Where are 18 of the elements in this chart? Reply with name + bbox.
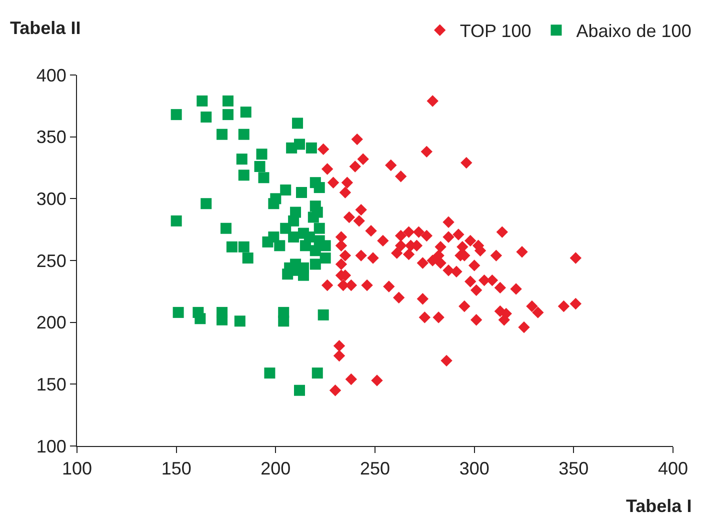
y-tick-label: 100 bbox=[36, 436, 66, 456]
y-tick-label: 400 bbox=[36, 65, 66, 86]
y-tick-label: 350 bbox=[36, 127, 66, 148]
x-tick-label: 100 bbox=[62, 458, 92, 479]
y-tick-label: 150 bbox=[36, 374, 66, 394]
legend-label: Abaixo de 100 bbox=[576, 21, 692, 42]
y-tick-label: 250 bbox=[36, 250, 66, 271]
x-tick-label: 300 bbox=[459, 458, 490, 479]
x-tick-label: 150 bbox=[161, 458, 192, 479]
legend-label: TOP 100 bbox=[460, 21, 532, 42]
x-tick-label: 350 bbox=[558, 458, 589, 479]
x-axis-title: Tabela I bbox=[626, 496, 692, 516]
x-tick-label: 250 bbox=[360, 458, 390, 479]
y-tick-label: 200 bbox=[36, 312, 66, 333]
x-tick-label: 400 bbox=[658, 458, 688, 479]
y-axis-title: Tabela II bbox=[10, 18, 81, 38]
y-tick-label: 300 bbox=[36, 188, 66, 209]
x-tick-label: 200 bbox=[260, 458, 291, 479]
